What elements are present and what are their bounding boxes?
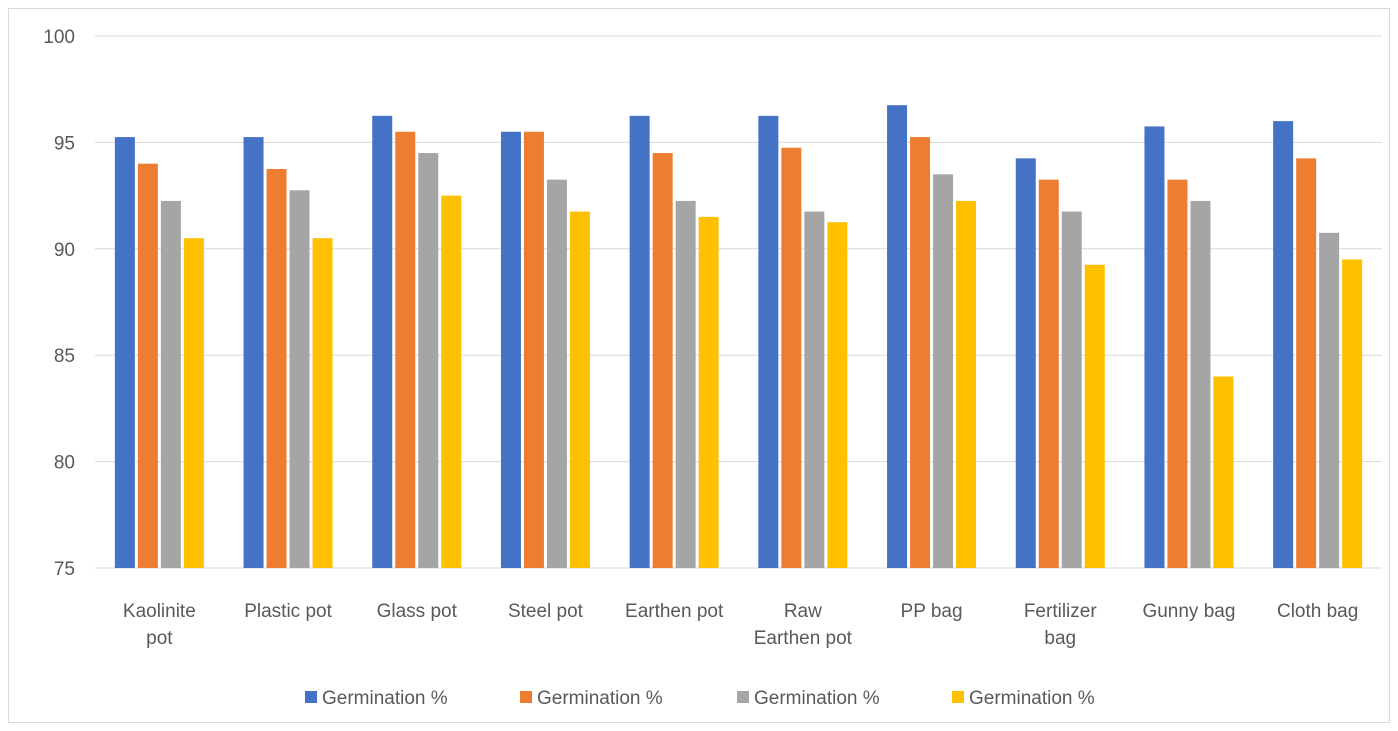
y-tick-label: 75: [54, 559, 75, 580]
bar: [1319, 232, 1340, 568]
bar: [1167, 179, 1188, 568]
bar: [114, 137, 135, 568]
gridlines: [95, 35, 1382, 569]
bar: [933, 174, 954, 568]
legend-label: Germination %: [969, 688, 1095, 709]
bar: [289, 190, 310, 568]
legend-swatch: [520, 691, 532, 703]
bar: [1296, 158, 1317, 569]
bar: [569, 211, 590, 568]
x-category-label: Glass pot: [377, 601, 458, 622]
x-category-label: Earthen pot: [754, 628, 853, 649]
bar: [629, 115, 650, 569]
legend-label: Germination %: [537, 688, 663, 709]
legend-label: Germination %: [322, 688, 448, 709]
bar: [312, 238, 333, 568]
legend-item: Germination %: [520, 688, 663, 709]
bar: [183, 238, 204, 568]
x-category-label: Gunny bag: [1142, 601, 1235, 622]
legend-item: Germination %: [952, 688, 1095, 709]
y-axis-tick-labels: 75 80 85 90 95 100: [43, 27, 75, 580]
bar: [1038, 179, 1059, 568]
bar: [910, 137, 931, 568]
x-category-label: Steel pot: [508, 601, 584, 622]
bar: [1061, 211, 1082, 568]
x-category-label: bag: [1044, 628, 1076, 649]
bar: [395, 131, 416, 568]
x-category-label: Cloth bag: [1277, 601, 1358, 622]
legend-swatch: [952, 691, 964, 703]
bar: [1015, 158, 1036, 569]
bar: [1342, 259, 1363, 568]
y-tick-label: 85: [54, 346, 75, 367]
legend-swatch: [305, 691, 317, 703]
legend-item: Germination %: [737, 688, 880, 709]
bar: [675, 200, 696, 569]
x-axis-category-labels: Kaolinite pot Plastic pot Glass pot Steel po…: [123, 601, 1358, 649]
x-category-label: Kaolinite: [123, 601, 196, 622]
legend-swatch: [737, 691, 749, 703]
x-category-label: Earthen pot: [625, 601, 724, 622]
bar: [1213, 376, 1234, 568]
x-category-label: Raw: [784, 601, 822, 622]
bar: [1144, 126, 1165, 568]
legend: Germination % Germination % Germination % G…: [305, 688, 1095, 709]
bar: [827, 222, 848, 568]
bar: [160, 200, 181, 569]
bar: [266, 169, 287, 568]
y-tick-label: 80: [54, 453, 75, 474]
bar: [500, 131, 521, 568]
bar: [781, 147, 802, 568]
bar: [758, 115, 779, 569]
x-category-label: pot: [146, 628, 173, 649]
legend-item: Germination %: [305, 688, 448, 709]
legend-label: Germination %: [754, 688, 880, 709]
bar: [546, 179, 567, 568]
x-category-label: Fertilizer: [1024, 601, 1098, 622]
bar: [418, 153, 439, 569]
bar: [441, 195, 462, 568]
y-tick-label: 100: [43, 27, 75, 48]
y-tick-label: 90: [54, 240, 75, 261]
bar: [698, 216, 719, 568]
x-category-label: Plastic pot: [244, 601, 332, 622]
bar: [956, 200, 977, 569]
y-tick-label: 95: [54, 133, 75, 154]
bar: [1190, 200, 1211, 569]
bar: [1273, 121, 1294, 569]
bars: [114, 105, 1363, 569]
bar: [1084, 264, 1105, 568]
bar: [137, 163, 158, 568]
bar: [523, 131, 544, 568]
x-category-label: PP bag: [901, 601, 963, 622]
bar: [372, 115, 393, 569]
bar: [652, 153, 673, 569]
bar: [804, 211, 825, 568]
bar: [887, 105, 908, 568]
bar: [243, 137, 264, 568]
